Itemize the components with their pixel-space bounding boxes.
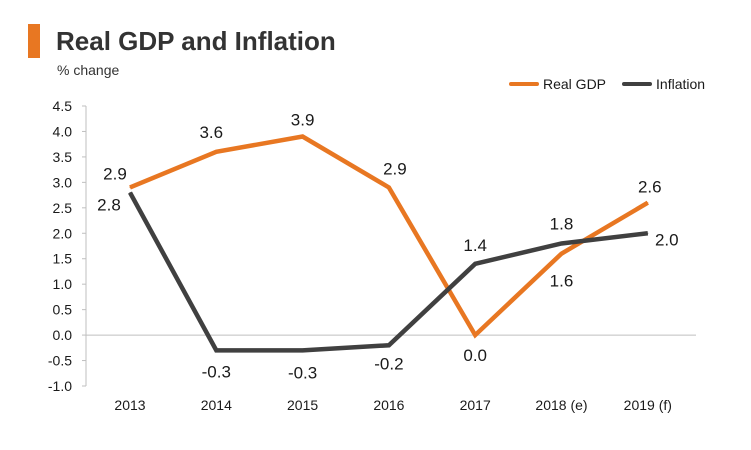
data-label-inflation: 1.4 [463,236,487,255]
data-point [302,349,304,351]
data-point [474,263,476,265]
y-tick-label: 2.0 [53,225,73,241]
data-point [215,349,217,351]
data-label-real-gdp: 3.6 [199,123,223,142]
chart-subtitle: % change [57,62,120,78]
data-point [474,334,476,336]
data-point [129,186,131,188]
data-label-real-gdp: 3.9 [291,111,315,130]
data-label-inflation: 2.0 [655,230,679,249]
legend-swatch-real-gdp [509,82,539,86]
data-label-real-gdp: 2.9 [383,159,407,178]
y-tick-label: 3.5 [53,149,73,165]
data-point [388,344,390,346]
data-label-inflation: -0.2 [374,354,403,373]
y-tick-label: 3.0 [53,174,73,190]
data-point [561,253,562,255]
data-label-real-gdp: 1.6 [550,272,574,291]
x-tick-label: 2014 [201,397,232,413]
x-tick-label: 2013 [114,397,145,413]
data-label-inflation: -0.3 [288,363,317,382]
data-label-inflation: 2.8 [97,196,121,215]
data-point [129,192,131,194]
legend-item-inflation: Inflation [622,76,705,92]
x-tick-label: 2015 [287,397,318,413]
data-point [388,186,390,188]
data-point [302,136,304,138]
y-tick-label: 0.0 [53,327,73,343]
data-point [647,202,649,204]
chart-title: Real GDP and Inflation [56,26,336,56]
legend-swatch-inflation [622,82,653,86]
x-tick-label: 2016 [373,397,404,413]
y-tick-label: 0.5 [53,302,73,318]
data-label-inflation: -0.3 [202,362,231,381]
y-tick-label: -0.5 [48,353,72,369]
data-point [647,232,649,234]
data-point [215,151,217,153]
x-tick-label: 2017 [460,397,491,413]
chart-legend: Real GDP Inflation [509,76,705,92]
y-tick-label: 4.5 [53,98,73,114]
legend-label-real-gdp: Real GDP [543,76,607,92]
data-point [561,242,562,244]
y-tick-label: -1.0 [48,378,72,394]
data-label-real-gdp: 2.6 [638,178,662,197]
x-tick-label: 2019 (f) [624,397,672,413]
legend-label-inflation: Inflation [656,76,706,92]
x-tick-label: 2018 (e) [535,397,587,413]
y-tick-label: 4.0 [53,123,73,139]
y-tick-label: 1.5 [53,251,73,267]
y-tick-label: 1.0 [53,276,73,292]
data-label-real-gdp: 2.9 [103,164,127,183]
legend-item-real-gdp: Real GDP [509,76,606,92]
y-tick-label: 2.5 [53,200,73,216]
data-label-real-gdp: 0.0 [463,346,487,365]
data-label-inflation: 1.8 [550,214,574,233]
title-accent-bar [28,24,40,58]
